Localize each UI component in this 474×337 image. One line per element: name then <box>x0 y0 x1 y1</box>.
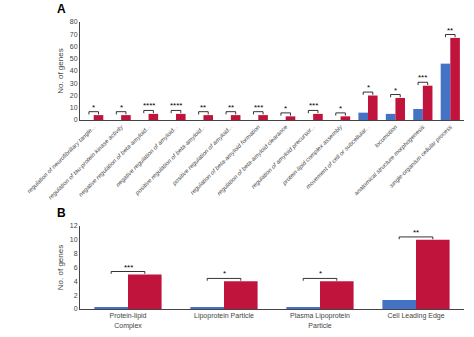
svg-text:Cell Leading Edge: Cell Leading Edge <box>387 312 444 320</box>
svg-text:B: B <box>57 206 66 220</box>
svg-text:2: 2 <box>74 292 78 299</box>
svg-text:60: 60 <box>70 43 78 50</box>
svg-text:***: *** <box>254 103 263 112</box>
svg-text:****: **** <box>170 101 182 110</box>
svg-text:10: 10 <box>70 236 78 243</box>
svg-text:regulation of neurofibrillary: regulation of neurofibrillary tangle... <box>26 124 97 195</box>
svg-text:20: 20 <box>70 92 78 99</box>
svg-text:No. of genes: No. of genes <box>57 48 66 93</box>
svg-text:locomotion: locomotion <box>373 123 398 148</box>
svg-text:*: * <box>339 104 342 113</box>
svg-text:Lipoprotein Particle: Lipoprotein Particle <box>194 312 254 320</box>
svg-text:regulation of tau-protein kina: regulation of tau-protein kinase activit… <box>47 123 124 200</box>
svg-text:**: ** <box>447 26 453 35</box>
svg-text:***: *** <box>124 263 133 272</box>
svg-text:No. of genes: No. of genes <box>57 245 66 290</box>
svg-text:0: 0 <box>74 305 78 312</box>
svg-text:Protein-lipidComplex: Protein-lipidComplex <box>110 312 147 329</box>
svg-text:regulation of amyloid precurso: regulation of amyloid precursor... <box>250 124 316 190</box>
svg-text:anatomical structure morphogen: anatomical structure morphogenesis <box>353 124 426 197</box>
svg-text:***: *** <box>418 73 427 82</box>
svg-text:70: 70 <box>70 31 78 38</box>
svg-text:0: 0 <box>74 116 78 123</box>
svg-text:*: * <box>284 104 287 113</box>
svg-text:6: 6 <box>74 264 78 271</box>
svg-text:*: * <box>367 83 370 92</box>
svg-text:regulation of beta-amyloid for: regulation of beta-amyloid formation <box>189 123 261 195</box>
svg-text:***: *** <box>309 101 318 110</box>
svg-text:protein-lipid complex assembly: protein-lipid complex assembly <box>280 123 344 187</box>
svg-text:*: * <box>92 103 95 112</box>
svg-text:****: **** <box>143 101 155 110</box>
svg-text:8: 8 <box>74 250 78 257</box>
svg-text:**: ** <box>413 228 419 237</box>
svg-text:single-organism cellular proce: single-organism cellular process <box>388 124 453 189</box>
svg-text:negative regulation of beta-am: negative regulation of beta-amyloid... <box>78 124 152 198</box>
svg-text:A: A <box>57 2 66 16</box>
svg-text:Plasma LipoproteinParticle: Plasma LipoproteinParticle <box>290 312 350 328</box>
svg-text:10: 10 <box>70 104 78 111</box>
svg-text:40: 40 <box>70 67 78 74</box>
svg-text:**: ** <box>200 103 206 112</box>
svg-text:positive regulation of beta-am: positive regulation of beta-amyloid... <box>133 124 206 197</box>
svg-text:*: * <box>223 269 226 278</box>
svg-text:movement of cell or subcellula: movement of cell or subcellular... <box>305 124 371 190</box>
svg-text:*: * <box>319 269 322 278</box>
svg-text:*: * <box>120 103 123 112</box>
svg-text:30: 30 <box>70 80 78 87</box>
svg-text:regulation of beta-amyloid cle: regulation of beta-amyloid clearance <box>216 123 289 196</box>
svg-text:*: * <box>394 86 397 95</box>
svg-text:80: 80 <box>70 18 78 25</box>
svg-text:positive regulation of amyloid: positive regulation of amyloid... <box>170 124 233 187</box>
svg-text:4: 4 <box>74 278 78 285</box>
svg-text:50: 50 <box>70 55 78 62</box>
svg-text:negative regulation of amyloid: negative regulation of amyloid... <box>115 124 179 188</box>
svg-text:**: ** <box>228 103 234 112</box>
svg-text:12: 12 <box>70 222 78 229</box>
